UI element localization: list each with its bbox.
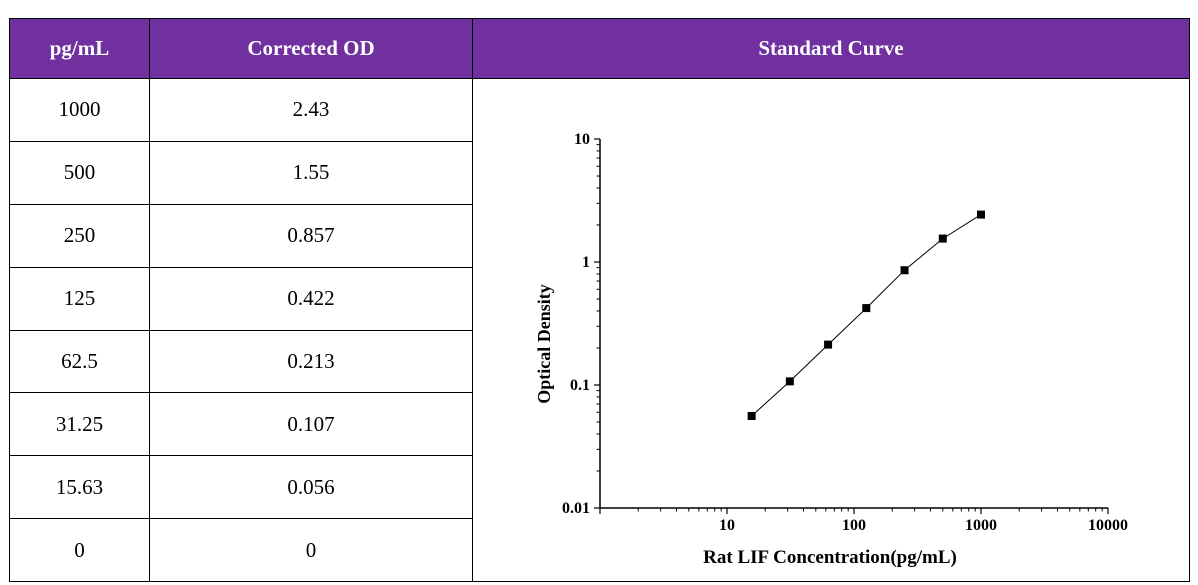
data-point: [977, 210, 985, 219]
table-row: 125 0.422: [9, 266, 1190, 331]
data-point: [785, 377, 794, 386]
cell-corrected-od: 0.422: [149, 266, 473, 331]
cell-corrected-od: 1.55: [149, 140, 473, 205]
table-row: 500 1.55: [9, 140, 1190, 205]
standard-curve-chart: 10 100 1000 10000 0.01 0.1 1 10 Rat LIF Concent…: [473, 79, 1189, 581]
cell-concentration: 31.25: [9, 392, 150, 457]
x-tick-label: 100: [842, 517, 866, 534]
x-tick-label: 1000: [965, 517, 997, 534]
data-point: [747, 411, 756, 420]
standard-curve-cell: 10 100 1000 10000 0.01 0.1 1 10 Rat LIF Concent…: [472, 78, 1190, 582]
series-line: [751, 214, 982, 417]
data-point: [824, 340, 833, 349]
x-tick-label: 10: [719, 517, 735, 534]
cell-concentration: 125: [9, 266, 150, 331]
y-tick-label: 0.01: [562, 500, 590, 517]
cell-corrected-od: 0.107: [149, 392, 473, 457]
cell-concentration: 250: [9, 203, 150, 268]
cell-concentration: 15.63: [9, 455, 150, 520]
y-tick-label: 1: [582, 254, 590, 271]
header-standard-curve: Standard Curve: [472, 18, 1190, 79]
table-row: 0 0: [9, 518, 1190, 582]
cell-corrected-od: 0.213: [149, 329, 473, 394]
x-axis-label: Rat LIF Concentration(pg/mL): [703, 547, 957, 568]
cell-corrected-od: 0.857: [149, 203, 473, 268]
table-row: 1000 2.43 10 100 1000 10000 0.01 0.1 1 10 Rat L…: [9, 78, 1190, 582]
cell-concentration: 1000: [9, 78, 150, 142]
data-point: [938, 234, 947, 243]
cell-corrected-od: 0: [149, 518, 473, 582]
cell-concentration: 62.5: [9, 329, 150, 394]
chart-series: [747, 210, 985, 420]
cell-concentration: 0: [9, 518, 150, 582]
chart-svg: 10 100 1000 10000 0.01 0.1 1 10 Rat LIF Concent…: [534, 131, 1128, 568]
chart-ticks: 10 100 1000 10000 0.01 0.1 1 10: [562, 131, 1128, 534]
data-point: [862, 304, 871, 313]
y-tick-label: 0.1: [570, 377, 590, 394]
chart-axes: [599, 139, 1108, 509]
cell-corrected-od: 0.056: [149, 455, 473, 520]
standard-curve-table: pg/mL Corrected OD Standard Curve 1000 2…: [9, 18, 1190, 582]
x-tick-label: 10000: [1088, 517, 1128, 534]
data-point: [900, 266, 909, 275]
cell-corrected-od: 2.43: [149, 78, 473, 142]
cell-concentration: 500: [9, 140, 150, 205]
table-header-row: pg/mL Corrected OD Standard Curve: [9, 18, 1190, 79]
y-axis-label: Optical Density: [534, 284, 554, 404]
table-row: 250 0.857: [9, 203, 1190, 268]
header-corrected-od: Corrected OD: [149, 18, 473, 79]
header-concentration: pg/mL: [9, 18, 150, 79]
y-tick-label: 10: [574, 131, 590, 148]
